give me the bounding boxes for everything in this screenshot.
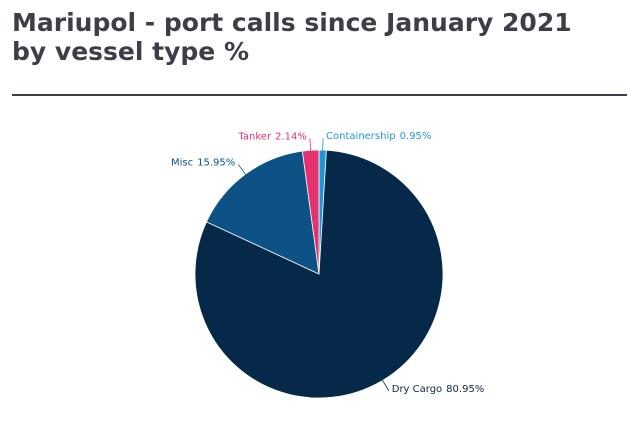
label-value: 2.14% [275,131,307,142]
label-name: Containership [326,131,396,142]
data-label: Dry Cargo 80.95% [392,384,485,395]
chart-title: Mariupol - port calls since January 2021… [12,8,572,66]
label-value: 0.95% [400,131,432,142]
data-label: Tanker 2.14% [237,131,306,142]
leader-line [380,376,390,391]
label-value: 80.95% [446,384,484,395]
leader-line [309,138,312,155]
label-value: 15.95% [197,158,235,169]
title-rule [12,94,627,96]
label-name: Tanker [237,131,272,142]
data-label: Misc 15.95% [171,158,235,169]
leader-line [237,164,249,178]
label-name: Misc [171,158,193,169]
data-label: Containership 0.95% [326,131,431,142]
label-name: Dry Cargo [392,384,442,395]
